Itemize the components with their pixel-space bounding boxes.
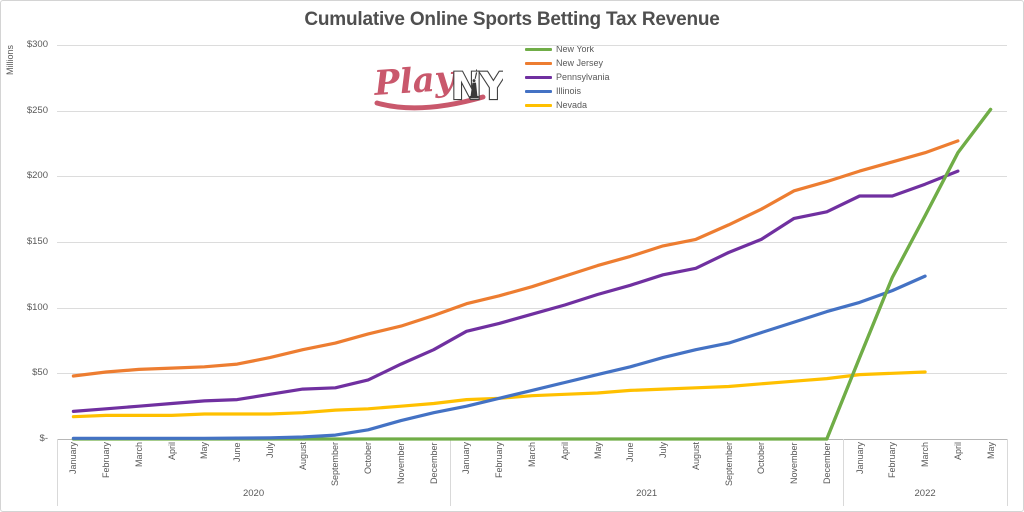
- x-month-label-5-may: May: [199, 442, 210, 460]
- legend-swatch-new-york: [525, 47, 552, 51]
- x-year-label-2021: 2021: [636, 488, 658, 499]
- logo-play-text: Play: [372, 58, 458, 104]
- y-tick-label-0: $-: [39, 433, 48, 444]
- legend-swatch-nevada: [525, 103, 552, 107]
- series-line-new-jersey: [71, 139, 960, 378]
- x-month-label-4-april: April: [166, 442, 177, 461]
- x-year-label-2020: 2020: [242, 488, 265, 499]
- series-line-pennsylvania: [71, 169, 960, 413]
- x-month-label-20-august: August: [690, 442, 701, 471]
- x-month-label-8-august: August: [297, 442, 308, 471]
- x-month-label-17-may: May: [592, 442, 603, 460]
- x-month-label-13-january: January: [461, 442, 472, 475]
- y-tick-label-150: $150: [26, 236, 48, 247]
- x-month-label-2-february: February: [101, 442, 112, 479]
- x-month-label-10-october: October: [363, 442, 374, 475]
- x-month-label-25-january: January: [854, 442, 865, 475]
- chart-title: Cumulative Online Sports Betting Tax Rev…: [304, 9, 720, 30]
- x-month-label-12-december: December: [428, 442, 439, 484]
- legend-item-pennsylvania: Pennsylvania: [525, 70, 610, 84]
- y-tick-label-50: $50: [32, 367, 48, 379]
- legend-label: Pennsylvania: [556, 71, 610, 82]
- x-month-label-11-november: November: [395, 442, 406, 484]
- x-year-label-2022: 2022: [914, 488, 936, 499]
- legend-item-new-jersey: New Jersey: [525, 56, 610, 70]
- legend-label: New York: [556, 43, 595, 54]
- legend-item-new-york: New York: [525, 42, 610, 56]
- x-month-label-3-march: March: [133, 442, 144, 468]
- legend-label: Nevada: [556, 99, 588, 110]
- x-month-label-29-may: May: [985, 442, 996, 460]
- legend-swatch-illinois: [525, 89, 552, 93]
- legend-item-nevada: Nevada: [525, 98, 610, 112]
- legend-label: Illinois: [556, 85, 582, 96]
- y-tick-label-250: $250: [26, 104, 48, 116]
- y-tick-label-200: $200: [26, 170, 48, 182]
- x-month-label-22-october: October: [756, 442, 767, 475]
- play-ny-logo: Play NY: [372, 58, 503, 111]
- y-tick-label-100: $100: [26, 301, 48, 313]
- x-month-label-16-april: April: [559, 442, 570, 461]
- legend-item-illinois: Illinois: [525, 84, 610, 98]
- x-month-label-1-january: January: [68, 442, 79, 475]
- x-month-label-15-march: March: [527, 442, 537, 468]
- x-month-label-9-september: September: [330, 442, 341, 487]
- x-month-label-24-december: December: [821, 442, 832, 484]
- legend: New York New Jersey Pennsylvania Illinoi…: [525, 42, 610, 112]
- legend-swatch-pennsylvania: [525, 75, 552, 79]
- x-month-label-21-september: September: [723, 442, 734, 487]
- statue-of-liberty-icon: [469, 69, 479, 99]
- series-line-nevada: [71, 370, 927, 419]
- series-line-illinois: [71, 274, 927, 440]
- legend-swatch-new-jersey: [525, 61, 552, 65]
- logo-underline-swash: [374, 94, 486, 111]
- y-tick-label-300: $300: [26, 39, 48, 50]
- series-line-new-york-top-segment: [825, 107, 993, 441]
- x-month-label-14-february: February: [494, 442, 505, 479]
- legend-label: New Jersey: [556, 57, 604, 68]
- x-month-label-23-november: November: [789, 442, 800, 484]
